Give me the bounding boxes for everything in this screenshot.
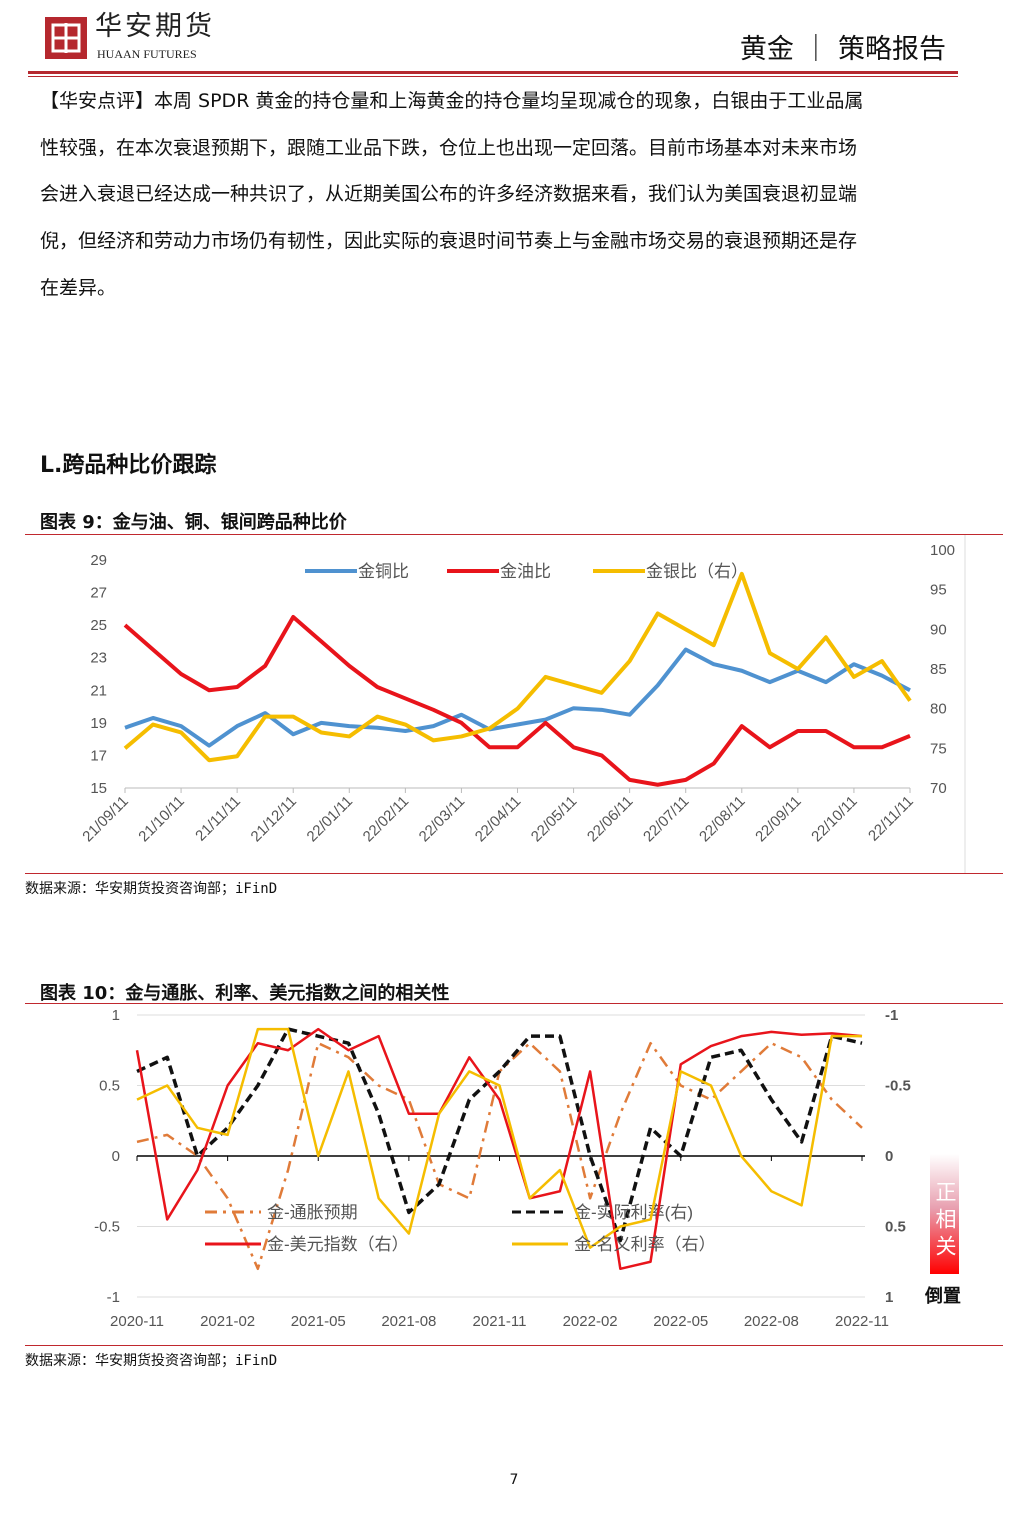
y2-tick-label: 75 <box>930 740 947 757</box>
y-tick-label: -0.5 <box>94 1219 120 1236</box>
legend-label: 金-名义利率（右） <box>574 1235 716 1254</box>
body-line: 性较强，在本次衰退预期下，跟随工业品下跌，仓位上也出现一定回落。目前市场基本对未… <box>40 137 858 159</box>
legend-label: 金-美元指数（右） <box>267 1235 409 1254</box>
body-line: 在差异。 <box>40 277 117 299</box>
x-tick-label: 22/09/11 <box>752 793 805 846</box>
y2-tick-label: 95 <box>930 582 947 599</box>
x-tick-label: 2022-11 <box>835 1313 889 1330</box>
y-tick-label: 27 <box>90 585 107 602</box>
y2-tick-label: 1 <box>885 1289 893 1306</box>
x-tick-label: 22/07/11 <box>640 793 693 846</box>
y-tick-label: 0.5 <box>99 1078 120 1095</box>
legend-label: 金银比（右） <box>646 562 748 581</box>
x-tick-label: 22/03/11 <box>416 793 469 846</box>
logo-text-cn: 华安期货 <box>95 11 215 42</box>
x-tick-label: 22/02/11 <box>360 793 413 846</box>
x-tick-label: 2022-05 <box>653 1313 708 1330</box>
body-line: 倪，但经济和劳动力市场仍有韧性，因此实际的衰退时间节奏上与金融市场交易的衰退预期… <box>40 230 858 252</box>
figure10-bottom-rule <box>25 1345 1003 1346</box>
x-tick-label: 22/10/11 <box>808 793 861 846</box>
logo-text-en: HUAAN FUTURES <box>97 47 197 61</box>
y2-tick-label: 85 <box>930 661 947 678</box>
legend-label: 金油比 <box>500 562 551 581</box>
y2-tick-label: 80 <box>930 701 947 718</box>
x-tick-label: 2021-05 <box>291 1313 346 1330</box>
x-tick-label: 22/06/11 <box>584 793 637 846</box>
y-tick-label: -1 <box>107 1289 120 1306</box>
side-label-bottom: 倒置 <box>924 1286 961 1306</box>
y-tick-label: 1 <box>112 1007 120 1024</box>
figure10-top-rule <box>25 1003 1003 1004</box>
correlation-gradient-bar <box>930 1154 959 1274</box>
body-line: 【华安点评】本周 SPDR 黄金的持仓量和上海黄金的持仓量均呈现减仓的现象，白银… <box>40 90 864 112</box>
header-divider <box>28 71 958 74</box>
y-tick-label: 0 <box>112 1148 120 1165</box>
y-tick-label: 17 <box>90 747 107 764</box>
series-line-3 <box>136 1027 862 1249</box>
legend-label: 金-通胀预期 <box>267 1203 358 1222</box>
x-tick-label: 22/08/11 <box>696 793 749 846</box>
y-tick-label: 23 <box>90 650 107 667</box>
series-line-2 <box>135 1027 863 1271</box>
header-divider-thin <box>28 76 958 77</box>
section-title: L.跨品种比价跟踪 <box>40 453 217 478</box>
y2-tick-label: -0.5 <box>885 1078 911 1095</box>
series-line-1 <box>123 615 911 787</box>
side-label-top: 正相关 <box>933 1180 957 1262</box>
y2-tick-label: 0 <box>885 1148 893 1165</box>
legend-label: 金-实际利率(右) <box>574 1203 693 1222</box>
legend-label: 金铜比 <box>358 562 409 581</box>
series-line-2 <box>123 571 912 763</box>
series-line-0 <box>124 647 911 748</box>
y2-tick-label: 100 <box>930 542 955 559</box>
x-tick-label: 2020-11 <box>110 1313 164 1330</box>
x-tick-label: 2021-02 <box>200 1313 255 1330</box>
x-tick-label: 22/01/11 <box>304 793 357 846</box>
x-tick-label: 22/04/11 <box>472 793 525 846</box>
x-tick-label: 21/09/11 <box>79 793 132 846</box>
figure10-source: 数据来源：华安期货投资咨询部；iFinD <box>25 1353 278 1369</box>
x-tick-label: 2022-02 <box>563 1313 618 1330</box>
y2-tick-label: 70 <box>930 780 947 797</box>
y2-tick-label: 90 <box>930 621 947 638</box>
x-tick-label: 2022-08 <box>744 1313 799 1330</box>
x-tick-label: 21/12/11 <box>248 793 301 846</box>
x-tick-label: 2021-08 <box>381 1313 436 1330</box>
body-line: 会进入衰退已经达成一种共识了，从近期美国公布的许多经济数据来看，我们认为美国衰退… <box>40 183 858 205</box>
series-line-1 <box>136 1027 863 1243</box>
figure9-title: 图表 9：金与油、铜、银间跨品种比价 <box>40 512 347 533</box>
x-tick-label: 21/11/11 <box>192 793 244 845</box>
figure10-title: 图表 10：金与通胀、利率、美元指数之间的相关性 <box>40 983 450 1004</box>
y-tick-label: 15 <box>90 780 107 797</box>
figure9-top-rule <box>25 534 1003 535</box>
huaan-logo-icon <box>45 17 87 59</box>
x-tick-label: 21/10/11 <box>135 793 188 846</box>
figure9-source: 数据来源：华安期货投资咨询部；iFinD <box>25 881 278 897</box>
y2-tick-label: 0.5 <box>885 1219 906 1236</box>
page-number: 7 <box>509 1472 519 1488</box>
y-tick-label: 19 <box>90 715 107 732</box>
x-tick-label: 22/11/11 <box>865 793 917 845</box>
y-tick-label: 25 <box>90 617 107 634</box>
x-tick-label: 2021-11 <box>473 1313 527 1330</box>
y-tick-label: 29 <box>90 552 107 569</box>
figure9-bottom-rule <box>25 873 1003 874</box>
header-report-type: 黄金 ｜ 策略报告 <box>739 34 946 65</box>
y2-tick-label: -1 <box>885 1007 898 1024</box>
figure10-chart: 1 0.5 0 -0.5 -1 -1 -0.5 0 0.5 1 2020-11 2021-02 2021… <box>94 1007 961 1330</box>
y-tick-label: 21 <box>90 682 107 699</box>
x-tick-label: 22/05/11 <box>528 793 581 846</box>
